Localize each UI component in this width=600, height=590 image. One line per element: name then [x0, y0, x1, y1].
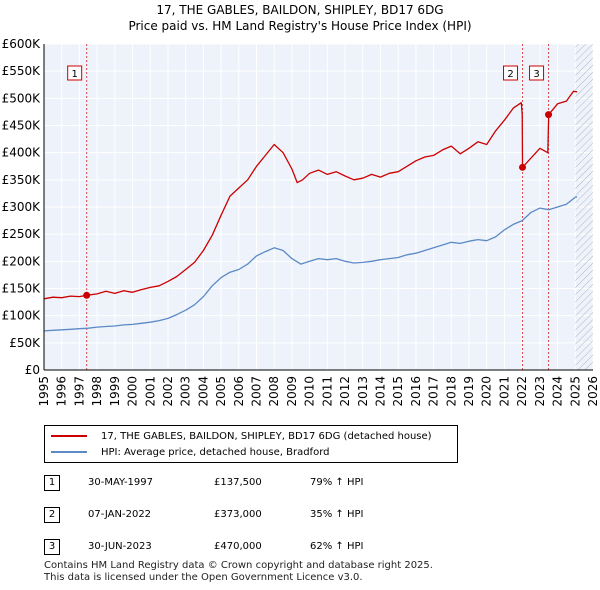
x-tick-label: 2017	[427, 376, 441, 407]
x-tick-label: 2025	[568, 376, 582, 407]
y-tick-label: £250K	[2, 227, 42, 241]
transaction-row: 1 30-MAY-1997 £137,500 79% ↑ HPI	[0, 475, 600, 495]
y-tick-label: £0	[25, 363, 40, 377]
x-tick-label: 1999	[108, 376, 122, 407]
x-tick-label: 2010	[303, 376, 317, 407]
x-tick-label: 1997	[72, 376, 86, 407]
x-tick-label: 2009	[285, 376, 299, 407]
y-tick-label: £200K	[2, 254, 42, 268]
sale-point	[545, 111, 553, 119]
x-tick-label: 2013	[356, 376, 370, 407]
footer-copyright: Contains HM Land Registry data © Crown c…	[44, 560, 433, 571]
y-tick-label: £50K	[9, 336, 41, 350]
transaction-number: 2	[44, 507, 60, 523]
transaction-date: 30-MAY-1997	[88, 477, 154, 488]
transaction-price: £373,000	[214, 509, 262, 520]
x-tick-label: 2000	[126, 376, 140, 407]
transaction-hpi: 62% ↑ HPI	[310, 541, 364, 552]
legend-swatch-property	[51, 435, 87, 437]
chart-title: 17, THE GABLES, BAILDON, SHIPLEY, BD17 6…	[156, 3, 444, 17]
sale-marker-label: 3	[533, 69, 539, 80]
legend-label-property: 17, THE GABLES, BAILDON, SHIPLEY, BD17 6…	[101, 430, 432, 442]
legend-label-hpi: HPI: Average price, detached house, Brad…	[101, 446, 330, 458]
y-tick-label: £450K	[2, 119, 42, 133]
transaction-price: £470,000	[214, 541, 262, 552]
x-tick-label: 2012	[338, 376, 352, 407]
y-tick-label: £550K	[2, 64, 42, 78]
x-tick-label: 2015	[391, 376, 405, 407]
y-tick-label: £300K	[2, 200, 42, 214]
chart-subtitle: Price paid vs. HM Land Registry's House …	[128, 19, 472, 33]
x-tick-label: 2001	[143, 376, 157, 407]
x-tick-label: 1995	[37, 376, 51, 407]
x-tick-label: 2022	[515, 376, 529, 407]
x-tick-label: 2002	[161, 376, 175, 407]
transaction-row: 2 07-JAN-2022 £373,000 35% ↑ HPI	[0, 507, 600, 527]
price-chart: 1 2 3 £0 £50K £100K £150K £200K £250K £300K £350K…	[2, 37, 600, 407]
y-tick-label: £100K	[2, 309, 42, 323]
x-tick-label: 2005	[214, 376, 228, 407]
sale-marker-box	[529, 65, 545, 81]
future-hatch-region	[575, 44, 593, 370]
x-tick-label: 2026	[586, 376, 600, 407]
y-tick-label: £600K	[2, 37, 42, 51]
x-tick-label: 2021	[497, 376, 511, 407]
footer: Contains HM Land Registry data © Crown c…	[44, 560, 433, 584]
x-tick-label: 1998	[90, 376, 104, 407]
transaction-hpi: 79% ↑ HPI	[310, 477, 364, 488]
x-tick-label: 2011	[320, 376, 334, 407]
x-tick-label: 1996	[55, 376, 69, 407]
x-tick-label: 2020	[480, 376, 494, 407]
legend-swatch-hpi	[51, 451, 87, 453]
x-tick-label: 2004	[196, 376, 210, 407]
legend: 17, THE GABLES, BAILDON, SHIPLEY, BD17 6…	[44, 425, 458, 463]
x-tick-label: 2006	[232, 376, 246, 407]
sale-marker-box	[67, 65, 83, 81]
y-tick-label: £350K	[2, 173, 42, 187]
footer-licence: This data is licensed under the Open Gov…	[44, 572, 363, 583]
sale-marker-label: 2	[507, 69, 513, 80]
y-tick-label: £150K	[2, 282, 42, 296]
sale-point	[519, 163, 527, 171]
hpi-line	[43, 196, 578, 332]
transaction-number: 1	[44, 475, 60, 491]
transaction-row: 3 30-JUN-2023 £470,000 62% ↑ HPI	[0, 539, 600, 559]
y-tick-label: £400K	[2, 146, 42, 160]
x-tick-label: 2018	[444, 376, 458, 407]
x-tick-label: 2008	[267, 376, 281, 407]
x-tick-label: 2016	[409, 376, 423, 407]
transaction-hpi: 35% ↑ HPI	[310, 509, 364, 520]
transaction-price: £137,500	[214, 477, 262, 488]
legend-item-property: 17, THE GABLES, BAILDON, SHIPLEY, BD17 6…	[51, 428, 432, 444]
x-tick-label: 2007	[250, 376, 264, 407]
x-tick-label: 2024	[551, 376, 565, 407]
legend-item-hpi: HPI: Average price, detached house, Brad…	[51, 444, 329, 460]
transaction-number: 3	[44, 539, 60, 555]
x-tick-label: 2019	[462, 376, 476, 407]
sale-marker-label: 1	[71, 69, 77, 80]
x-tick-label: 2014	[373, 376, 387, 407]
sale-point	[83, 291, 91, 299]
y-tick-label: £500K	[2, 91, 42, 105]
x-tick-label: 2023	[533, 376, 547, 407]
x-tick-label: 2003	[179, 376, 193, 407]
transaction-date: 07-JAN-2022	[88, 509, 152, 520]
sale-marker-box	[503, 65, 519, 81]
transaction-date: 30-JUN-2023	[88, 541, 152, 552]
property-price-line	[43, 90, 578, 300]
